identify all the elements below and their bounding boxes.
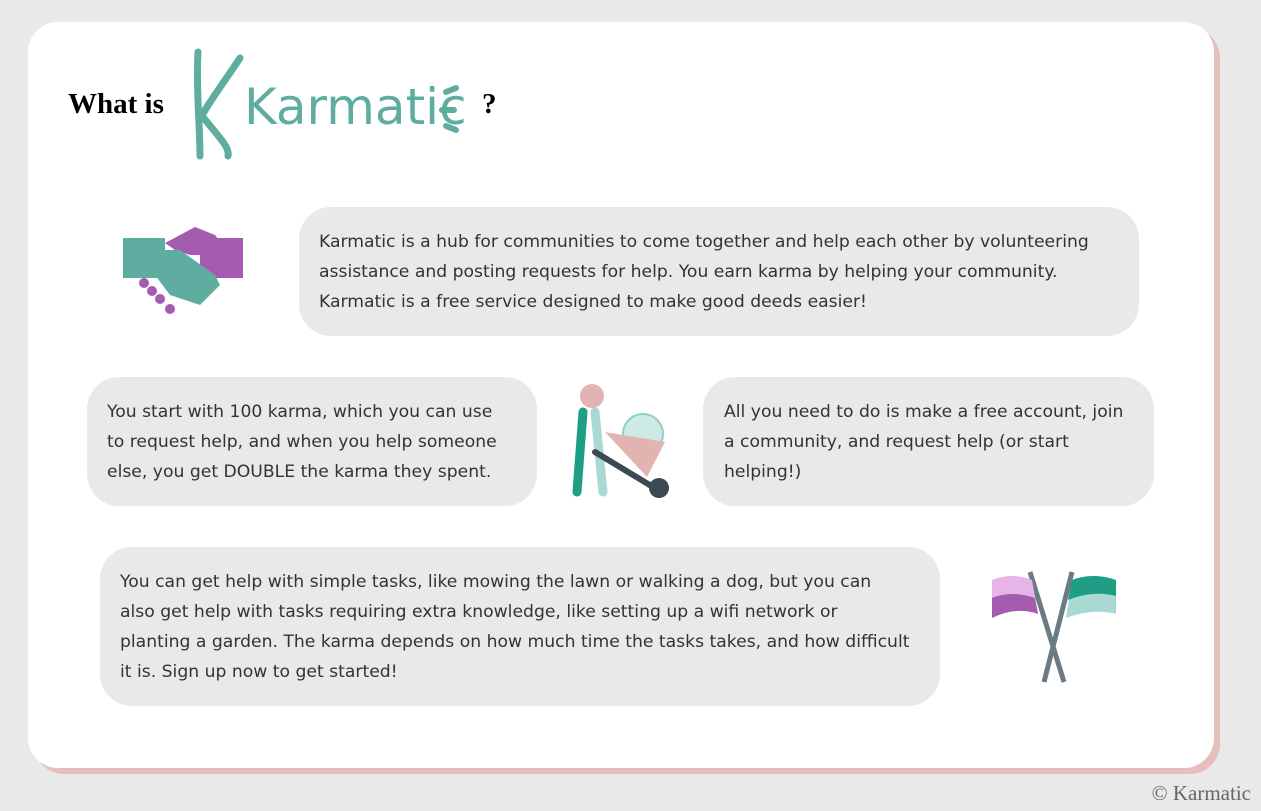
text-line: You start with 100 karma, which you can … xyxy=(107,402,493,422)
text-line: helping!) xyxy=(724,462,802,482)
handshake-icon xyxy=(123,227,243,314)
text-bubble: All you need to do is make a free accoun… xyxy=(703,377,1154,506)
wheelbarrow-icon xyxy=(572,384,669,498)
title: What is xyxy=(68,88,164,120)
text-bubble: You start with 100 karma, which you can … xyxy=(87,377,537,506)
flags-icon xyxy=(992,571,1116,683)
text-bubble: Karmatic is a hub for communities to com… xyxy=(299,207,1139,336)
footer: © Karmatic xyxy=(1151,781,1251,805)
text-line: Karmatic is a free service designed to m… xyxy=(319,292,867,312)
text-line: assistance and posting requests for help… xyxy=(319,262,1058,282)
question-mark: ? xyxy=(482,88,497,120)
text-line: planting a garden. The karma depends on … xyxy=(120,632,910,652)
text-line: it is. Sign up now to get started! xyxy=(120,662,398,682)
text-line: also get help with tasks requiring extra… xyxy=(120,602,838,622)
text-line: to request help, and when you help someo… xyxy=(107,432,497,452)
text-line: All you need to do is make a free accoun… xyxy=(724,402,1124,422)
text-bubble: You can get help with simple tasks, like… xyxy=(100,547,940,706)
logo: Karmatic xyxy=(193,48,467,160)
text-line: a community, and request help (or start xyxy=(724,432,1069,452)
text-line: else, you get DOUBLE the karma they spen… xyxy=(107,462,492,482)
text-line: Karmatic is a hub for communities to com… xyxy=(319,232,1089,252)
logo-text: Karmatic xyxy=(244,78,467,136)
text-line: You can get help with simple tasks, like… xyxy=(120,572,872,592)
